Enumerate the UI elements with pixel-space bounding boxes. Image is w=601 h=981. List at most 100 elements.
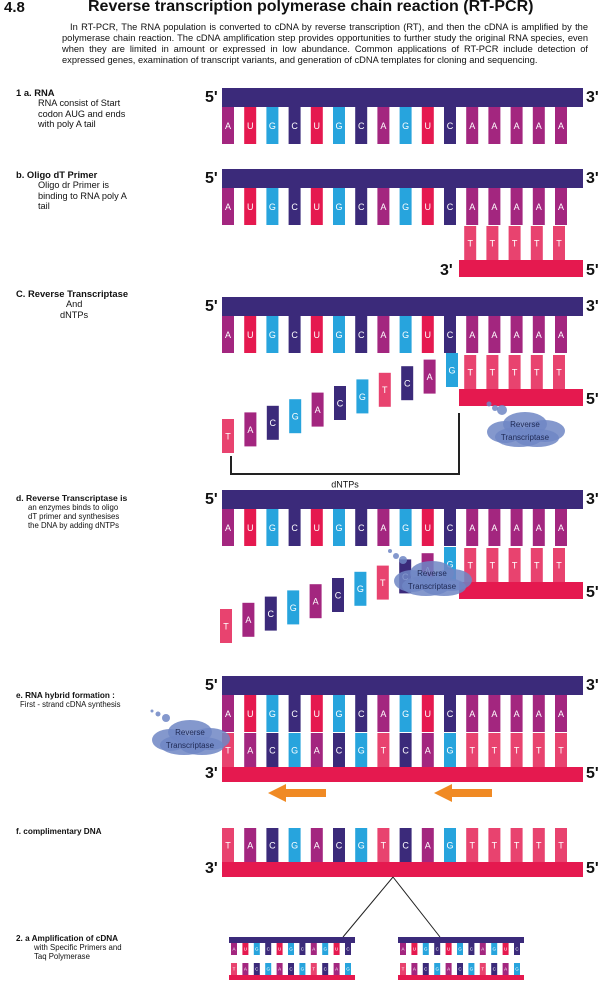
- mini-duplex-right-bottom-base: [491, 963, 498, 975]
- mini-duplex-left-bottom-base: [333, 963, 340, 975]
- primer-letter: T: [556, 560, 562, 570]
- rna-letter: U: [247, 202, 254, 212]
- enzyme-bubble: [486, 401, 492, 407]
- dntp-letter: A: [247, 425, 253, 435]
- rna-3prime-label: 3': [586, 89, 599, 106]
- rna-base: [555, 107, 567, 144]
- primer-letter: T: [467, 560, 473, 570]
- cdna-e-base: [488, 733, 501, 767]
- dntp-base: [356, 379, 369, 414]
- mini-duplex-right-top-base: [411, 943, 418, 955]
- rna-base: [222, 316, 234, 353]
- cdna-e-letter: G: [358, 745, 365, 755]
- rna-letter: C: [447, 523, 454, 533]
- mini-duplex-left-top-letter: A: [232, 947, 235, 952]
- mini-duplex-left-bottom-backbone: [229, 975, 355, 980]
- enzyme-bubble: [155, 711, 161, 717]
- rna-letter: G: [402, 330, 409, 340]
- mini-duplex-left-bottom-letter: C: [324, 967, 328, 972]
- mini-duplex-left-top-letter: G: [289, 947, 293, 952]
- rna-letter: C: [447, 330, 454, 340]
- mini-duplex-left-bottom-base: [322, 963, 329, 975]
- rna-base: [333, 695, 345, 732]
- rna-5prime-label: 5': [205, 298, 218, 315]
- cdna-f-letter: A: [425, 840, 431, 850]
- step-c-desc-and: And: [66, 299, 83, 309]
- rna-letter: G: [335, 121, 342, 131]
- step-f-title: f. complimentary DNA: [16, 827, 102, 836]
- rna-base: [444, 695, 456, 732]
- rna-base: [399, 107, 412, 144]
- rna-letter: A: [491, 330, 497, 340]
- dntp-base: [378, 372, 391, 407]
- rna-letter: C: [447, 709, 454, 719]
- dntp-d-letter: G: [446, 559, 453, 569]
- rna-base: [266, 509, 279, 546]
- rna-base: [266, 188, 279, 225]
- rna-3prime-label: 3': [586, 491, 599, 508]
- rna-base: [310, 316, 323, 353]
- rna-backbone: [222, 169, 583, 188]
- dntp-base: [289, 399, 302, 434]
- dntp-d-letter: C: [335, 590, 342, 600]
- mini-duplex-left-top-base: [253, 943, 260, 955]
- rna-3prime-label: 3': [586, 298, 599, 315]
- mini-duplex-right-top-letter: A: [401, 947, 404, 952]
- primer-base: [553, 355, 565, 389]
- rna-base: [510, 509, 523, 546]
- cdna-f-base: [222, 828, 234, 862]
- rna-base: [466, 188, 479, 225]
- cdna-e-letter: T: [381, 745, 387, 755]
- cdna-e-base: [288, 733, 301, 767]
- primer-base: [553, 226, 565, 260]
- cdna-e-base: [421, 733, 434, 767]
- rna-base: [444, 316, 456, 353]
- rna-base: [532, 695, 545, 732]
- rna-letter: A: [225, 523, 231, 533]
- mini-duplex-left-bottom-letter: T: [233, 967, 236, 972]
- mini-duplex-right-top-base: [514, 943, 520, 955]
- mini-duplex-right-bottom-letter: C: [458, 967, 462, 972]
- rna-base: [377, 316, 390, 353]
- mini-duplex-left-bottom-letter: C: [255, 967, 259, 972]
- step-2a-title: 2. a Amplification of cDNA: [16, 934, 119, 943]
- rna-letter: A: [225, 202, 231, 212]
- dntp-letter: C: [404, 379, 411, 389]
- mini-duplex-left-top-base: [231, 943, 237, 955]
- rna-letter: A: [469, 523, 475, 533]
- mini-duplex-left-bottom-base: [299, 963, 306, 975]
- dntp-letter: G: [292, 412, 299, 422]
- rna-base: [510, 107, 523, 144]
- rna-base: [510, 316, 523, 353]
- dntp-letter: C: [270, 418, 277, 428]
- rna-letter: G: [269, 709, 276, 719]
- rna-letter: G: [269, 202, 276, 212]
- mini-duplex-right-bottom-letter: G: [515, 967, 519, 972]
- mini-duplex-left-top-letter: G: [255, 947, 259, 952]
- rna-5prime-label: 5': [205, 677, 218, 694]
- rna-letter: U: [247, 121, 254, 131]
- rna-letter: A: [491, 523, 497, 533]
- mini-duplex-left-bottom-base: [265, 963, 272, 975]
- enzyme-label-line2: Transcriptase: [501, 433, 550, 442]
- rna-letter: A: [536, 523, 542, 533]
- rna-base: [244, 107, 257, 144]
- rna-letter: A: [558, 523, 564, 533]
- rna-letter: G: [269, 523, 276, 533]
- cdna-f-base: [355, 828, 368, 862]
- primer-base: [508, 355, 521, 389]
- mini-duplex-right-bottom-base: [502, 963, 509, 975]
- rna-base: [222, 509, 234, 546]
- mini-duplex-right-bottom-base: [479, 963, 486, 975]
- cdna-3prime-label-e: 3': [205, 765, 218, 782]
- mini-duplex-left-bottom-base: [310, 963, 317, 975]
- dntp-base: [423, 359, 436, 394]
- step-c-desc-dntps: dNTPs: [60, 310, 89, 320]
- primer-backbone: [459, 260, 583, 277]
- rna-letter: G: [269, 330, 276, 340]
- rna-letter: U: [314, 330, 321, 340]
- rna-letter: A: [514, 330, 520, 340]
- dntp-d-base: [264, 596, 277, 631]
- cdna-f-letter: T: [558, 840, 564, 850]
- primer-base: [553, 548, 565, 582]
